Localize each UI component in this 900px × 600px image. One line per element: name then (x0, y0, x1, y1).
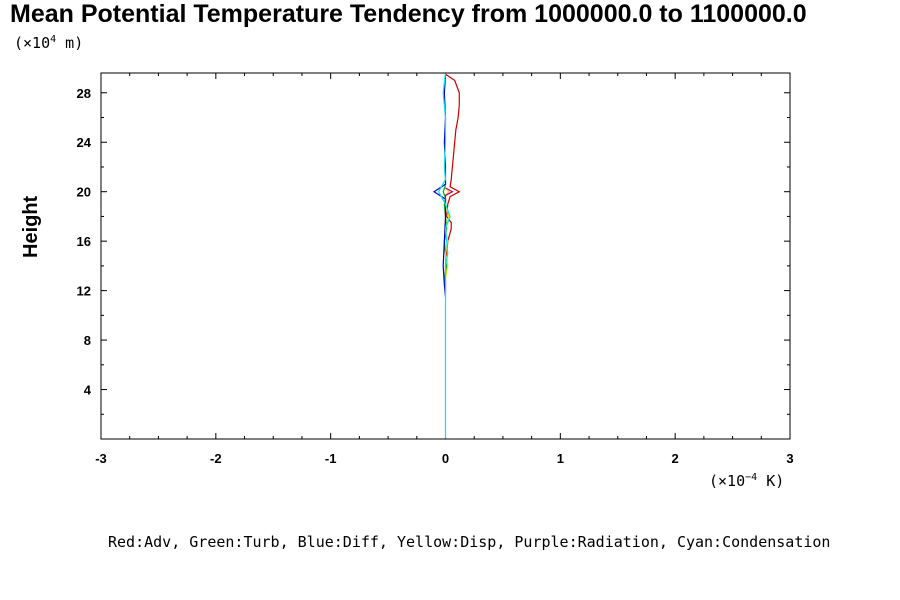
x-tick-label: 0 (442, 451, 449, 466)
series-line-radiation (444, 187, 454, 205)
x-tick-label: 3 (786, 451, 793, 466)
y-tick-label: 20 (77, 185, 91, 200)
legend: Red:Adv, Green:Turb, Blue:Diff, Yellow:D… (108, 533, 831, 551)
y-tick-label: 4 (84, 383, 92, 398)
y-axis-unit: (×104 m) (14, 34, 83, 52)
x-tick-label: -3 (95, 451, 107, 466)
x-tick-label: 2 (672, 451, 679, 466)
y-tick-label: 8 (84, 333, 91, 348)
y-unit-prefix: (×10 (14, 34, 51, 52)
y-tick-label: 24 (77, 135, 92, 150)
x-tick-label: 1 (557, 451, 564, 466)
x-tick-label: -1 (325, 451, 337, 466)
plot-frame (100, 72, 791, 440)
x-axis-unit: (×10−4 K) (709, 472, 784, 490)
series-lines (432, 72, 461, 439)
series-line-adv (444, 73, 461, 294)
y-tick-label: 12 (77, 284, 91, 299)
y-tick-label: 16 (77, 234, 91, 249)
x-tick-label: -2 (210, 451, 222, 466)
x-unit-prefix: (×10 (709, 472, 746, 490)
x-unit-exponent: −4 (745, 472, 758, 483)
x-unit-suffix: K) (757, 472, 785, 490)
series-line-condensation (437, 72, 451, 439)
chart-title: Mean Potential Temperature Tendency from… (10, 0, 807, 28)
y-tick-label: 28 (77, 86, 91, 101)
series-line-diff (432, 75, 447, 297)
y-unit-exponent: 4 (50, 34, 57, 45)
y-unit-suffix: m) (56, 34, 84, 52)
